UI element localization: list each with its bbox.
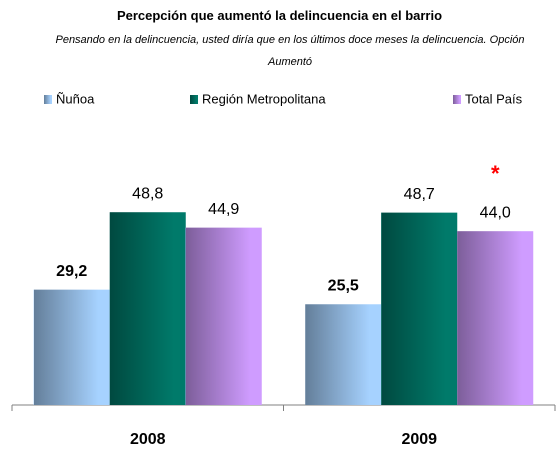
chart-subtitle: Pensando en la delincuencia, usted diría… <box>55 34 525 68</box>
legend-label: Total País <box>465 91 523 106</box>
x-tick-label: 2008 <box>130 431 166 448</box>
data-label: 48,7 <box>404 186 435 203</box>
data-label: 25,5 <box>328 277 359 294</box>
data-label: 48,8 <box>132 185 163 202</box>
x-tick-label: 2009 <box>401 431 437 448</box>
data-label: 44,0 <box>480 204 511 221</box>
chart-title: Percepción que aumentó la delincuencia e… <box>116 8 443 23</box>
annotation: * <box>491 161 500 186</box>
data-label: 44,9 <box>208 201 239 218</box>
legend-label: Ñuñoa <box>56 91 95 106</box>
data-label: 29,2 <box>56 263 87 280</box>
legend-label: Región Metropolitana <box>202 91 326 106</box>
